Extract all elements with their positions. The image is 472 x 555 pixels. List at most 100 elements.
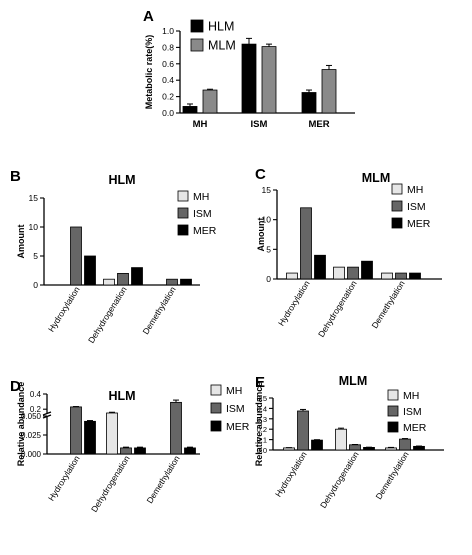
legend-label-mlm: MLM (208, 39, 236, 53)
bar-mer-hydroxylation (84, 255, 96, 286)
bar-mh-hydroxylation (286, 272, 298, 280)
legend-swatch-ism (210, 402, 222, 414)
x-tick-label: Dehydrogenation (316, 279, 359, 339)
legend-swatch-hlm (190, 19, 204, 33)
x-tick-label: ISM (251, 119, 268, 130)
panel-letter: E (255, 374, 265, 391)
bar-mer-dehydrogenation (361, 260, 373, 280)
bar-ism-dehydrogenation (120, 447, 132, 455)
bar-mh-dehydrogenation (103, 278, 115, 286)
chart-title: MLM (362, 171, 390, 185)
bar-ism-hydroxylation (70, 406, 82, 455)
panel-c: C MLM 0 5 10 15 Amount Hydroxylation Dehydrogena… (255, 166, 442, 339)
bar-ism-dehydrogenation (117, 272, 129, 286)
bar-mh-demethylation (381, 272, 393, 280)
bar-ism-dehydrogenation (349, 444, 361, 451)
y-tick-label: 5 (266, 244, 271, 254)
bar-mlm-ism (261, 46, 277, 114)
legend-label-mer: MER (407, 218, 431, 230)
bar-mer-dehydrogenation (134, 447, 146, 455)
x-tick-label: MER (308, 119, 329, 130)
x-tick-label: Dehydrogenation (86, 285, 129, 345)
bar-mh-hydroxylation (283, 447, 295, 451)
legend-label-mh: MH (193, 191, 209, 203)
legend-swatch-mh (387, 389, 399, 401)
legend-label-mer: MER (226, 421, 250, 433)
bar-mer-hydroxylation (314, 254, 326, 280)
y-tick-label: 0 (266, 274, 271, 284)
bar-ism-hydroxylation (297, 410, 309, 451)
bar-mer-demethylation (184, 447, 196, 455)
legend-swatch-mh (391, 183, 403, 195)
chart-title: HLM (108, 173, 135, 187)
bar-ism-demethylation (170, 401, 182, 455)
panel-letter: B (10, 168, 21, 185)
legend-swatch-mlm (190, 38, 204, 52)
y-tick-label: 15 (262, 185, 272, 195)
y-tick-label: 15 (29, 193, 39, 203)
bar-mh-dehydrogenation (335, 428, 347, 451)
y-tick-label: 5 (33, 251, 38, 261)
legend-swatch-mer (210, 420, 222, 432)
y-tick-label: 0.025 (21, 431, 42, 440)
bar-mer-demethylation (180, 278, 192, 286)
y-tick-label: 0.3 (257, 415, 267, 424)
panel-letter: C (255, 166, 266, 183)
bar-mh-demethylation (385, 447, 397, 451)
y-tick-label: 0.0 (162, 108, 174, 118)
legend-label-ism: ISM (407, 201, 426, 213)
bar-hlm-mh (182, 106, 198, 114)
bar-mer-demethylation (409, 272, 421, 280)
bar-mer-dehydrogenation (131, 267, 143, 286)
bar-mh-dehydrogenation (333, 266, 345, 280)
x-tick-label: Demethylation (140, 285, 177, 337)
bar-mer-demethylation (413, 445, 425, 451)
legend-swatch-ism (391, 200, 403, 212)
panel-letter: A (143, 8, 154, 25)
y-tick-label: 0.050 (21, 412, 42, 421)
bar-mer-hydroxylation (84, 420, 96, 455)
bar-ism-hydroxylation (300, 207, 312, 280)
bar-hlm-ism (241, 43, 257, 114)
axis-break-mark (42, 411, 52, 416)
legend-label-ism: ISM (226, 403, 245, 415)
y-tick-label: 0.6 (162, 59, 174, 69)
chart-title: MLM (339, 374, 367, 388)
chart-title: HLM (108, 389, 135, 403)
legend-label-ism: ISM (403, 406, 422, 418)
legend-label-mh: MH (407, 184, 423, 196)
x-tick-label: Dehydrogenation (89, 454, 132, 514)
bar-mer-hydroxylation (311, 439, 323, 451)
y-tick-label: 1.0 (162, 26, 174, 36)
legend-swatch-mer (391, 217, 403, 229)
y-tick-label: 0.2 (257, 425, 267, 434)
y-axis-label: Amount (256, 218, 266, 252)
y-tick-label: 0 (33, 280, 38, 290)
x-tick-label: MH (193, 119, 208, 130)
y-axis-label: Metabolic rate(%) (144, 35, 154, 110)
legend-label-mer: MER (193, 225, 217, 237)
bar-mlm-mh (202, 89, 218, 114)
x-tick-label: Hydroxylation (276, 279, 312, 328)
bar-mh-dehydrogenation (106, 412, 118, 455)
x-tick-label: Hydroxylation (46, 454, 82, 503)
legend-swatch-ism (177, 207, 189, 219)
bar-hlm-mer (301, 92, 317, 114)
y-tick-label: 0.5 (257, 394, 267, 403)
legend-swatch-ism (387, 405, 399, 417)
y-axis-label: Amount (16, 225, 26, 259)
y-tick-label: 0.8 (162, 42, 174, 52)
bar-ism-demethylation (399, 438, 411, 451)
legend-label-mer: MER (403, 422, 427, 434)
legend-label-mh: MH (226, 385, 242, 397)
bar-ism-hydroxylation (70, 226, 82, 286)
bar-ism-demethylation (166, 278, 178, 286)
bar-ism-dehydrogenation (347, 266, 359, 280)
y-tick-label: 0.4 (257, 404, 267, 413)
panel-letter: D (10, 378, 21, 395)
legend-label-hlm: HLM (208, 20, 234, 34)
x-tick-label: Hydroxylation (46, 285, 82, 334)
bar-mlm-mer (321, 69, 337, 114)
x-tick-label: Demethylation (369, 279, 406, 331)
